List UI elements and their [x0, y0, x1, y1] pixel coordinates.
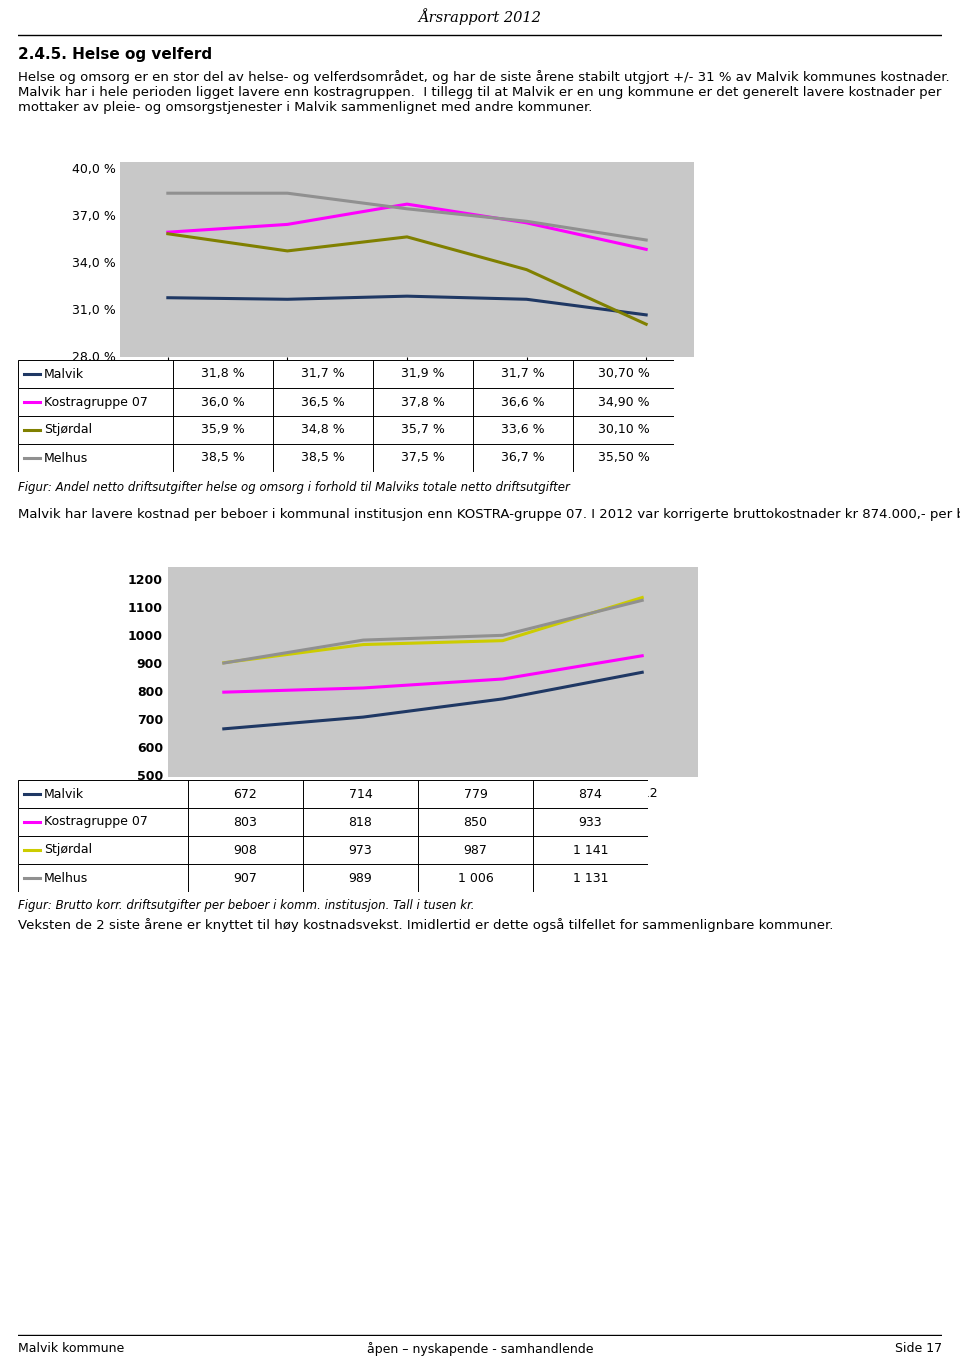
Text: 672: 672 — [233, 787, 257, 801]
Text: 1200: 1200 — [128, 575, 163, 587]
Text: 38,5 %: 38,5 % — [201, 452, 245, 464]
Text: 1100: 1100 — [128, 602, 163, 616]
Text: 907: 907 — [233, 872, 257, 884]
Text: 874: 874 — [579, 787, 603, 801]
Text: 779: 779 — [464, 787, 488, 801]
Text: 38,5 %: 38,5 % — [301, 452, 345, 464]
Text: 34,8 %: 34,8 % — [301, 423, 345, 437]
Text: 500: 500 — [136, 771, 163, 783]
Text: 714: 714 — [348, 787, 372, 801]
Text: 1 006: 1 006 — [458, 872, 493, 884]
Text: 36,5 %: 36,5 % — [301, 396, 345, 408]
Text: Malvik: Malvik — [44, 787, 84, 801]
Text: 1 131: 1 131 — [573, 872, 609, 884]
Text: 35,7 %: 35,7 % — [401, 423, 444, 437]
Text: 36,7 %: 36,7 % — [501, 452, 545, 464]
Text: 803: 803 — [233, 816, 257, 828]
Text: Melhus: Melhus — [44, 872, 88, 884]
Text: 35,9 %: 35,9 % — [202, 423, 245, 437]
Text: 31,7 %: 31,7 % — [501, 367, 545, 381]
Text: 30,70 %: 30,70 % — [597, 367, 649, 381]
Text: Melhus: Melhus — [44, 452, 88, 464]
Text: 33,6 %: 33,6 % — [501, 423, 545, 437]
Text: 37,0 %: 37,0 % — [72, 209, 116, 223]
Text: 1 141: 1 141 — [573, 843, 609, 857]
Text: 34,0 %: 34,0 % — [72, 257, 116, 270]
Text: Kostragruppe 07: Kostragruppe 07 — [44, 816, 148, 828]
Text: Malvik har lavere kostnad per beboer i kommunal institusjon enn KOSTRA-gruppe 07: Malvik har lavere kostnad per beboer i k… — [18, 507, 960, 522]
Text: 800: 800 — [136, 686, 163, 700]
Text: 933: 933 — [579, 816, 602, 828]
Text: 31,7 %: 31,7 % — [301, 367, 345, 381]
Text: Malvik: Malvik — [44, 367, 84, 381]
Text: Stjørdal: Stjørdal — [44, 843, 92, 857]
Text: 35,50 %: 35,50 % — [597, 452, 649, 464]
Text: Veksten de 2 siste årene er knyttet til høy kostnadsvekst. Imidlertid er dette o: Veksten de 2 siste årene er knyttet til … — [18, 919, 833, 932]
Text: Figur: Andel netto driftsutgifter helse og omsorg i forhold til Malviks totale n: Figur: Andel netto driftsutgifter helse … — [18, 481, 570, 493]
Text: 36,6 %: 36,6 % — [501, 396, 545, 408]
Text: Figur: Brutto korr. driftsutgifter per beboer i komm. institusjon. Tall i tusen : Figur: Brutto korr. driftsutgifter per b… — [18, 898, 474, 912]
Text: 2.4.5. Helse og velferd: 2.4.5. Helse og velferd — [18, 47, 212, 62]
Text: 1000: 1000 — [128, 631, 163, 643]
Text: 818: 818 — [348, 816, 372, 828]
Text: 900: 900 — [136, 658, 163, 672]
Text: Stjørdal: Stjørdal — [44, 423, 92, 437]
Text: 31,0 %: 31,0 % — [72, 304, 116, 316]
Text: Malvik kommune: Malvik kommune — [18, 1343, 124, 1355]
Text: 987: 987 — [464, 843, 488, 857]
Text: Helse og omsorg er en stor del av helse- og velferdsområdet, og har de siste åre: Helse og omsorg er en stor del av helse-… — [18, 70, 949, 114]
Text: 908: 908 — [233, 843, 257, 857]
Text: 850: 850 — [464, 816, 488, 828]
Text: åpen – nyskapende - samhandlende: åpen – nyskapende - samhandlende — [367, 1342, 593, 1355]
Text: 600: 600 — [136, 742, 163, 756]
Text: 37,8 %: 37,8 % — [401, 396, 444, 408]
Text: Årsrapport 2012: Årsrapport 2012 — [419, 8, 541, 26]
Text: Side 17: Side 17 — [895, 1343, 942, 1355]
Text: 40,0 %: 40,0 % — [72, 163, 116, 177]
Text: 973: 973 — [348, 843, 372, 857]
Text: Kostragruppe 07: Kostragruppe 07 — [44, 396, 148, 408]
Text: 37,5 %: 37,5 % — [401, 452, 444, 464]
Text: 700: 700 — [136, 715, 163, 727]
Text: 30,10 %: 30,10 % — [598, 423, 649, 437]
Text: 989: 989 — [348, 872, 372, 884]
Text: 36,0 %: 36,0 % — [202, 396, 245, 408]
Text: 34,90 %: 34,90 % — [598, 396, 649, 408]
Text: 31,8 %: 31,8 % — [202, 367, 245, 381]
Text: 31,9 %: 31,9 % — [401, 367, 444, 381]
Text: 28,0 %: 28,0 % — [72, 350, 116, 364]
